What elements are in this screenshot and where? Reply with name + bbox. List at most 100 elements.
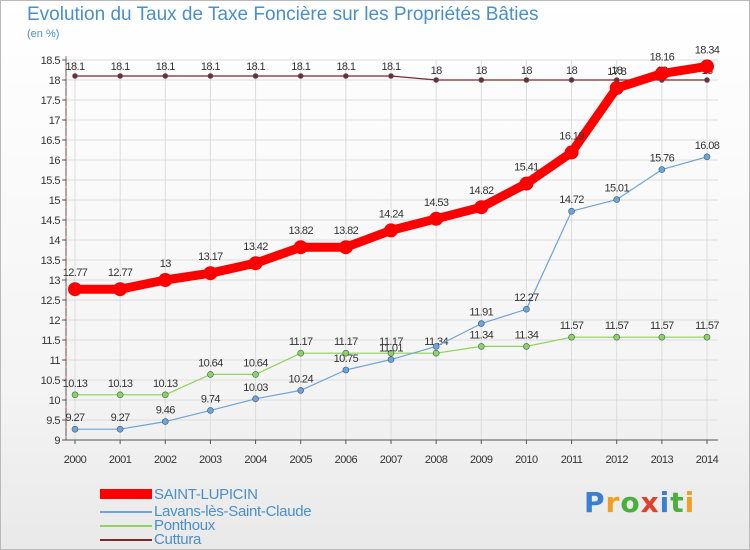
data-label-saint-lupicin-2014: 18.34 <box>695 44 720 56</box>
data-point-ponthoux-2003 <box>207 371 214 378</box>
y-tick-label-7: 12.5 <box>41 295 61 307</box>
data-point-ponthoux-2002 <box>161 391 169 399</box>
data-label-lavans-l-s-saint-claude-2004: 10.03 <box>243 382 268 394</box>
data-point-saint-lupicin-2000 <box>68 282 82 297</box>
y-tick-label-3: 10.5 <box>41 375 61 387</box>
y-tick-label-17: 17.5 <box>41 95 61 107</box>
data-label-lavans-l-s-saint-claude-2002: 9.46 <box>156 405 175 417</box>
y-tick-label-16: 17 <box>49 115 61 127</box>
logo-letter-7: i <box>684 486 696 519</box>
data-point-saint-lupicin-2011 <box>564 145 579 160</box>
x-tick-label-2006: 2006 <box>335 454 358 466</box>
data-label-saint-lupicin-2005: 13.82 <box>288 225 313 237</box>
data-label-cuttura-2008: 18 <box>431 65 443 77</box>
data-label-saint-lupicin-2002: 13 <box>160 258 172 270</box>
logo-letter-4: x <box>640 486 660 519</box>
data-point-cuttura-2011 <box>568 77 575 83</box>
logo-letter-1: P <box>584 486 606 519</box>
data-point-lavans-l-s-saint-claude-2013 <box>658 166 666 173</box>
data-label-saint-lupicin-2003: 13.17 <box>198 251 223 263</box>
data-label-lavans-l-s-saint-claude-2010: 12.27 <box>514 292 539 304</box>
data-point-ponthoux-2010 <box>523 343 530 350</box>
x-tick-label-2001: 2001 <box>109 454 132 466</box>
data-point-ponthoux-2011 <box>568 333 575 341</box>
data-point-lavans-l-s-saint-claude-2003 <box>207 407 214 414</box>
x-tick-label-2003: 2003 <box>199 454 222 466</box>
data-point-cuttura-2003 <box>207 73 214 79</box>
y-tick-label-13: 15.5 <box>41 175 61 187</box>
data-point-saint-lupicin-2013 <box>654 66 669 81</box>
data-point-lavans-l-s-saint-claude-2008 <box>432 343 440 350</box>
data-label-lavans-l-s-saint-claude-2011: 14.72 <box>559 194 584 206</box>
data-point-cuttura-2010 <box>523 77 530 83</box>
data-label-ponthoux-2008: 11.34 <box>424 336 448 348</box>
data-point-ponthoux-2006 <box>342 349 350 357</box>
data-point-saint-lupicin-2014 <box>700 59 714 74</box>
data-point-cuttura-2009 <box>478 77 485 83</box>
x-tick-label-2013: 2013 <box>651 454 674 466</box>
data-label-cuttura-2002: 18.1 <box>156 61 175 73</box>
data-label-lavans-l-s-saint-claude-2006: 10.75 <box>334 353 359 365</box>
y-tick-label-11: 14.5 <box>41 215 61 227</box>
data-point-cuttura-2014 <box>704 77 710 83</box>
data-label-lavans-l-s-saint-claude-2013: 15.76 <box>650 153 675 165</box>
data-label-cuttura-2003: 18.1 <box>201 61 220 73</box>
data-point-saint-lupicin-2002 <box>158 273 173 287</box>
data-label-cuttura-2007: 18.1 <box>381 61 400 73</box>
data-label-lavans-l-s-saint-claude-2014: 16.08 <box>695 140 720 152</box>
data-point-saint-lupicin-2003 <box>203 266 218 281</box>
data-point-ponthoux-2005 <box>297 349 305 357</box>
data-label-ponthoux-2009: 11.34 <box>469 329 493 341</box>
chart-title: Evolution du Taux de Taxe Foncière sur l… <box>27 4 539 25</box>
data-point-cuttura-2001 <box>117 73 123 79</box>
logo-letter-3: o <box>620 486 641 519</box>
y-tick-label-19: 18.5 <box>41 55 61 67</box>
data-label-ponthoux-2001: 10.13 <box>108 378 133 390</box>
data-label-cuttura-2000: 18.1 <box>65 61 84 73</box>
y-tick-label-8: 13 <box>49 275 61 287</box>
legend-label-lavans: Lavans-lès-Saint-Claude <box>154 503 312 520</box>
data-label-saint-lupicin-2001: 12.77 <box>108 267 133 279</box>
data-point-ponthoux-2000 <box>71 391 79 399</box>
y-tick-label-14: 16 <box>49 155 61 167</box>
data-label-lavans-l-s-saint-claude-2005: 10.24 <box>288 373 313 385</box>
data-label-ponthoux-2003: 10.64 <box>198 357 223 369</box>
data-label-ponthoux-2005: 11.17 <box>289 336 313 348</box>
x-tick-label-2011: 2011 <box>561 454 583 466</box>
data-label-lavans-l-s-saint-claude-2009: 11.91 <box>469 307 493 319</box>
data-label-cuttura-2004: 18.1 <box>246 61 265 73</box>
data-point-saint-lupicin-2009 <box>474 200 489 215</box>
data-point-lavans-l-s-saint-claude-2000 <box>71 425 79 433</box>
data-point-saint-lupicin-2001 <box>113 282 128 297</box>
data-label-ponthoux-2002: 10.13 <box>153 378 178 390</box>
data-point-lavans-l-s-saint-claude-2007 <box>387 356 395 363</box>
data-point-ponthoux-2008 <box>432 349 440 357</box>
x-tick-label-2010: 2010 <box>515 454 538 466</box>
y-tick-label-12: 15 <box>49 195 61 207</box>
data-point-cuttura-2000 <box>72 73 78 79</box>
data-point-cuttura-2006 <box>343 73 349 79</box>
y-tick-label-5: 11.5 <box>41 335 60 347</box>
data-label-ponthoux-2010: 11.34 <box>515 329 539 341</box>
y-tick-label-0: 9 <box>54 435 60 447</box>
data-point-saint-lupicin-2004 <box>248 256 263 271</box>
data-label-cuttura-2012: 18 <box>611 65 623 77</box>
y-tick-label-1: 9.5 <box>46 415 60 427</box>
x-tick-label-2000: 2000 <box>64 454 87 466</box>
data-point-lavans-l-s-saint-claude-2011 <box>568 207 575 215</box>
proxiti-logo: Proxiti <box>584 486 695 519</box>
data-point-cuttura-2004 <box>252 73 259 79</box>
x-tick-label-2004: 2004 <box>244 454 267 466</box>
data-point-lavans-l-s-saint-claude-2001 <box>116 425 124 433</box>
data-label-ponthoux-2004: 10.64 <box>243 357 268 369</box>
data-label-ponthoux-2007: 11.17 <box>379 336 403 348</box>
legend-label-saint-lupicin: SAINT-LUPICIN <box>154 486 258 503</box>
data-label-cuttura-2001: 18.1 <box>111 61 130 73</box>
y-tick-label-6: 12 <box>49 315 61 327</box>
x-tick-label-2002: 2002 <box>154 454 177 466</box>
data-label-saint-lupicin-2007: 14.24 <box>379 208 404 220</box>
data-label-saint-lupicin-2012: 17.8 <box>607 66 626 78</box>
logo-letter-5: i <box>659 486 671 519</box>
y-tick-label-4: 11 <box>50 355 61 367</box>
